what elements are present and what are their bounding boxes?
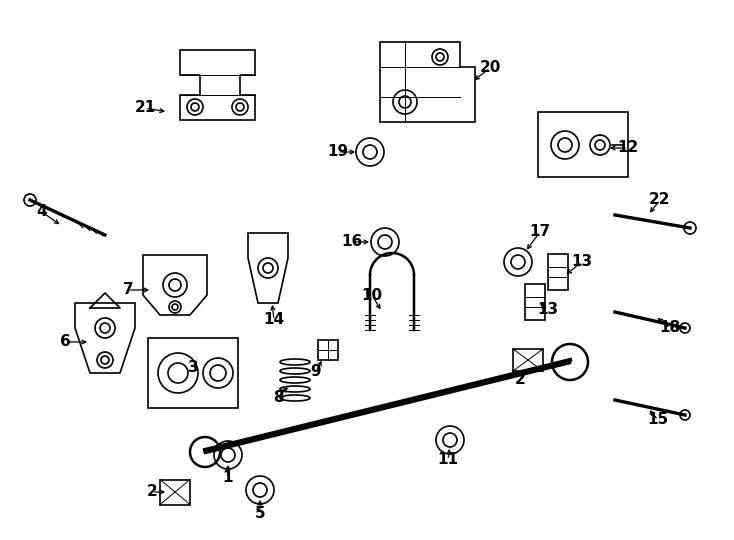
Text: 2: 2 xyxy=(515,373,526,388)
Bar xyxy=(148,338,238,408)
Text: 4: 4 xyxy=(37,205,47,219)
Text: 14: 14 xyxy=(264,313,285,327)
Text: 3: 3 xyxy=(188,361,198,375)
Text: 16: 16 xyxy=(341,234,363,249)
Text: 19: 19 xyxy=(327,145,349,159)
Text: 1: 1 xyxy=(222,470,233,485)
Bar xyxy=(538,112,628,177)
Text: 8: 8 xyxy=(273,389,283,404)
Bar xyxy=(160,480,190,504)
Text: 22: 22 xyxy=(650,192,671,207)
Text: 10: 10 xyxy=(361,287,382,302)
Text: 17: 17 xyxy=(529,225,550,240)
Text: 11: 11 xyxy=(437,453,459,468)
Bar xyxy=(318,340,338,360)
Text: 21: 21 xyxy=(134,100,156,116)
Bar xyxy=(513,349,543,371)
Text: 6: 6 xyxy=(59,334,70,349)
Text: 18: 18 xyxy=(659,321,680,335)
Text: 7: 7 xyxy=(123,282,134,298)
Text: 20: 20 xyxy=(479,60,501,76)
Text: 2: 2 xyxy=(147,484,157,500)
Text: 15: 15 xyxy=(647,413,669,428)
Text: 12: 12 xyxy=(617,140,639,156)
Text: 9: 9 xyxy=(310,364,321,380)
Text: 13: 13 xyxy=(572,254,592,269)
Text: 5: 5 xyxy=(255,505,265,521)
Text: 13: 13 xyxy=(537,302,559,318)
